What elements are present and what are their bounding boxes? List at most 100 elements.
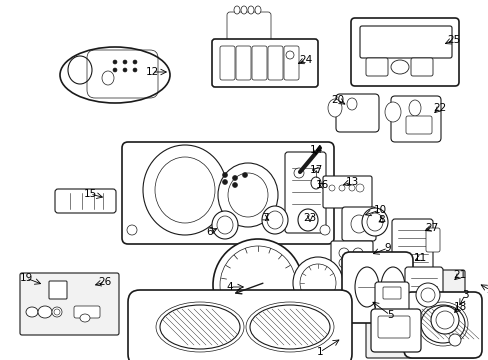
Ellipse shape xyxy=(213,239,303,331)
Ellipse shape xyxy=(232,183,237,188)
Ellipse shape xyxy=(338,185,345,191)
FancyBboxPatch shape xyxy=(370,309,420,352)
Ellipse shape xyxy=(26,307,38,317)
FancyBboxPatch shape xyxy=(365,58,387,76)
Ellipse shape xyxy=(123,68,127,72)
FancyBboxPatch shape xyxy=(350,18,458,86)
Ellipse shape xyxy=(133,68,137,72)
Ellipse shape xyxy=(52,307,62,317)
Ellipse shape xyxy=(346,98,356,110)
FancyBboxPatch shape xyxy=(330,241,372,273)
Ellipse shape xyxy=(212,211,238,239)
Ellipse shape xyxy=(299,264,335,302)
FancyBboxPatch shape xyxy=(403,292,481,358)
Ellipse shape xyxy=(361,208,387,236)
Ellipse shape xyxy=(241,6,246,14)
FancyBboxPatch shape xyxy=(374,282,408,313)
Ellipse shape xyxy=(60,47,170,103)
Text: 2: 2 xyxy=(486,285,488,295)
Ellipse shape xyxy=(293,168,304,178)
Ellipse shape xyxy=(113,60,117,64)
Ellipse shape xyxy=(247,6,253,14)
Text: 1: 1 xyxy=(316,347,323,357)
FancyBboxPatch shape xyxy=(404,267,442,315)
FancyBboxPatch shape xyxy=(391,219,432,283)
FancyBboxPatch shape xyxy=(212,39,317,87)
FancyBboxPatch shape xyxy=(128,290,351,360)
FancyBboxPatch shape xyxy=(323,176,371,208)
Ellipse shape xyxy=(113,68,117,72)
Ellipse shape xyxy=(380,267,404,307)
FancyBboxPatch shape xyxy=(122,142,333,244)
FancyBboxPatch shape xyxy=(285,152,325,233)
Ellipse shape xyxy=(448,334,460,346)
FancyBboxPatch shape xyxy=(341,207,375,241)
Text: 9: 9 xyxy=(384,243,390,253)
Ellipse shape xyxy=(352,258,362,268)
Ellipse shape xyxy=(266,211,283,229)
Ellipse shape xyxy=(285,51,293,59)
Ellipse shape xyxy=(420,305,464,343)
FancyBboxPatch shape xyxy=(55,189,116,213)
Ellipse shape xyxy=(297,209,317,231)
Ellipse shape xyxy=(54,309,60,315)
Text: 14: 14 xyxy=(309,145,322,155)
Text: 21: 21 xyxy=(452,270,466,280)
FancyBboxPatch shape xyxy=(365,302,474,358)
Text: 8: 8 xyxy=(378,215,385,225)
Text: 4: 4 xyxy=(226,282,233,292)
FancyBboxPatch shape xyxy=(74,306,100,318)
FancyBboxPatch shape xyxy=(405,116,431,134)
Ellipse shape xyxy=(415,283,439,307)
Text: 19: 19 xyxy=(20,273,33,283)
Ellipse shape xyxy=(366,213,382,231)
Ellipse shape xyxy=(155,157,215,223)
Text: 5: 5 xyxy=(386,310,392,320)
Text: 23: 23 xyxy=(303,213,316,223)
Ellipse shape xyxy=(127,225,137,235)
Ellipse shape xyxy=(435,311,453,329)
FancyBboxPatch shape xyxy=(220,46,235,80)
Ellipse shape xyxy=(242,172,247,177)
Ellipse shape xyxy=(430,306,458,334)
Ellipse shape xyxy=(160,305,240,349)
Text: 25: 25 xyxy=(447,35,460,45)
FancyBboxPatch shape xyxy=(20,273,119,335)
Ellipse shape xyxy=(292,257,342,309)
Ellipse shape xyxy=(352,248,362,258)
FancyBboxPatch shape xyxy=(410,58,432,76)
FancyBboxPatch shape xyxy=(284,46,298,80)
FancyBboxPatch shape xyxy=(267,46,283,80)
Ellipse shape xyxy=(319,225,329,235)
Ellipse shape xyxy=(408,100,420,116)
Ellipse shape xyxy=(350,215,366,233)
Ellipse shape xyxy=(222,172,227,177)
Ellipse shape xyxy=(384,102,400,122)
Text: 10: 10 xyxy=(373,205,386,215)
Ellipse shape xyxy=(133,60,137,64)
FancyBboxPatch shape xyxy=(49,281,67,299)
FancyBboxPatch shape xyxy=(359,26,451,58)
FancyBboxPatch shape xyxy=(390,96,440,142)
Ellipse shape xyxy=(262,206,287,234)
Ellipse shape xyxy=(338,248,348,258)
Ellipse shape xyxy=(338,258,348,268)
Ellipse shape xyxy=(310,177,320,189)
FancyBboxPatch shape xyxy=(425,228,439,252)
Ellipse shape xyxy=(390,60,408,74)
Ellipse shape xyxy=(420,288,434,302)
Text: 16: 16 xyxy=(315,180,328,190)
Ellipse shape xyxy=(80,314,90,322)
Ellipse shape xyxy=(102,71,114,85)
Text: 12: 12 xyxy=(145,67,158,77)
Ellipse shape xyxy=(355,184,363,192)
FancyBboxPatch shape xyxy=(382,287,400,299)
Ellipse shape xyxy=(38,306,52,318)
Text: 26: 26 xyxy=(98,277,111,287)
Text: 24: 24 xyxy=(299,55,312,65)
Ellipse shape xyxy=(354,267,378,307)
Ellipse shape xyxy=(254,6,261,14)
Ellipse shape xyxy=(234,6,240,14)
Text: 18: 18 xyxy=(452,302,466,312)
Text: 22: 22 xyxy=(432,103,446,113)
